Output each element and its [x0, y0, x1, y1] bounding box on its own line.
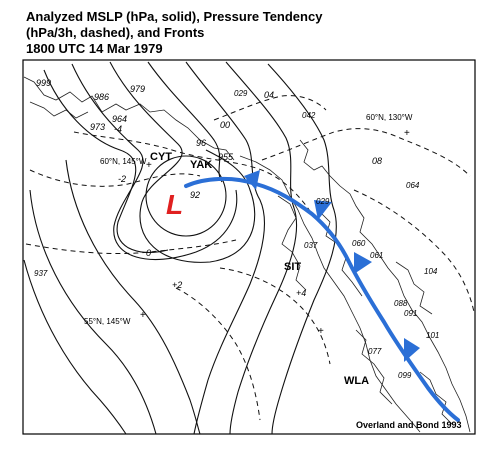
low-pressure-center: L 92 [166, 189, 200, 220]
cross-marker: + [404, 128, 410, 139]
obs-037: 037 [304, 241, 318, 250]
low-symbol: L [166, 189, 183, 220]
tendency-label-zero: 0 [146, 248, 151, 258]
station-sit: SIT [284, 261, 301, 273]
isobar-label-964: 964 [112, 114, 127, 124]
title-line-3: 1800 UTC 14 Mar 1979 [26, 41, 163, 56]
cross-marker: + [318, 326, 324, 337]
isobar-label-955: 955 [218, 152, 234, 162]
title-line-1: Analyzed MSLP (hPa, solid), Pressure Ten… [26, 9, 323, 24]
stations: CYT YAK SIT WLA [150, 151, 369, 387]
coord-60n-145w: 60°N, 145°W [100, 157, 147, 166]
obs-060: 060 [352, 239, 366, 248]
low-central-pressure: 92 [190, 190, 200, 200]
isobar-label-986: 986 [94, 92, 109, 102]
tendency-label-minus-4: -4 [114, 124, 122, 134]
isobar-labels: 999 986 979 973 964 96 00 04 08 955 [36, 78, 382, 166]
cross-marker: + [140, 310, 146, 321]
isobar-label-999: 999 [36, 78, 51, 88]
coord-55n-145w: 55°N, 145°W [84, 317, 131, 326]
cross-marker: + [146, 160, 152, 171]
front-barb [404, 338, 420, 362]
obs-029-north: 029 [234, 89, 248, 98]
obs-061: 061 [370, 251, 383, 260]
coordinate-markers: 60°N, 145°W 60°N, 130°W 55°N, 145°W + + … [84, 113, 413, 337]
obs-064: 064 [406, 181, 420, 190]
tendency-label-plus-4: +4 [296, 288, 306, 298]
cold-front [184, 170, 460, 422]
station-yak: YAK [190, 159, 212, 171]
obs-088: 088 [394, 299, 408, 308]
coastline [23, 76, 471, 433]
isobar-label-00: 00 [220, 120, 230, 130]
credit: Overland and Bond 1993 [356, 420, 462, 430]
obs-091: 091 [404, 309, 417, 318]
obs-101: 101 [426, 331, 439, 340]
isobar-label-96: 96 [196, 138, 206, 148]
map-title: Analyzed MSLP (hPa, solid), Pressure Ten… [26, 9, 322, 57]
obs-099: 099 [398, 371, 412, 380]
isobar-label-04: 04 [264, 90, 274, 100]
front-barb [244, 170, 260, 190]
station-wla: WLA [344, 375, 369, 387]
obs-029: 029 [316, 197, 330, 206]
obs-077: 077 [368, 347, 382, 356]
front-barb [354, 252, 372, 274]
tendency-labels: -4 -2 0 +2 +4 [114, 124, 306, 298]
front-barb [314, 200, 332, 220]
title-line-2: (hPa/3h, dashed), and Fronts [26, 25, 205, 40]
station-cyt: CYT [150, 151, 172, 163]
tendency-label-minus-2: -2 [118, 174, 126, 184]
obs-937: 937 [34, 269, 48, 278]
coord-60n-130w: 60°N, 130°W [366, 113, 413, 122]
map-frame [22, 59, 476, 435]
isobars [23, 61, 337, 435]
obs-104: 104 [424, 267, 438, 276]
tendency-lines [25, 95, 475, 421]
isobar-low-center [145, 155, 227, 237]
isobar-label-973: 973 [90, 122, 105, 132]
tendency-label-plus-2: +2 [172, 280, 182, 290]
station-observations: 029 042 064 029 037 060 061 937 104 088 … [34, 89, 439, 380]
isobar-label-08: 08 [372, 156, 382, 166]
obs-042: 042 [302, 111, 316, 120]
isobar-label-979: 979 [130, 84, 145, 94]
